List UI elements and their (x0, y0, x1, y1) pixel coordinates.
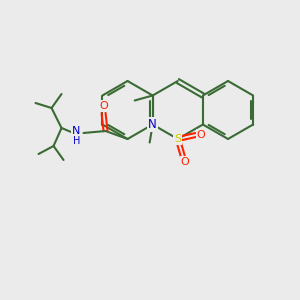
Text: O: O (180, 157, 189, 167)
Text: S: S (174, 134, 181, 144)
Text: O: O (99, 101, 108, 111)
Text: O: O (196, 130, 205, 140)
Text: N: N (148, 118, 157, 131)
Text: H: H (73, 136, 80, 146)
Text: N: N (72, 126, 81, 136)
